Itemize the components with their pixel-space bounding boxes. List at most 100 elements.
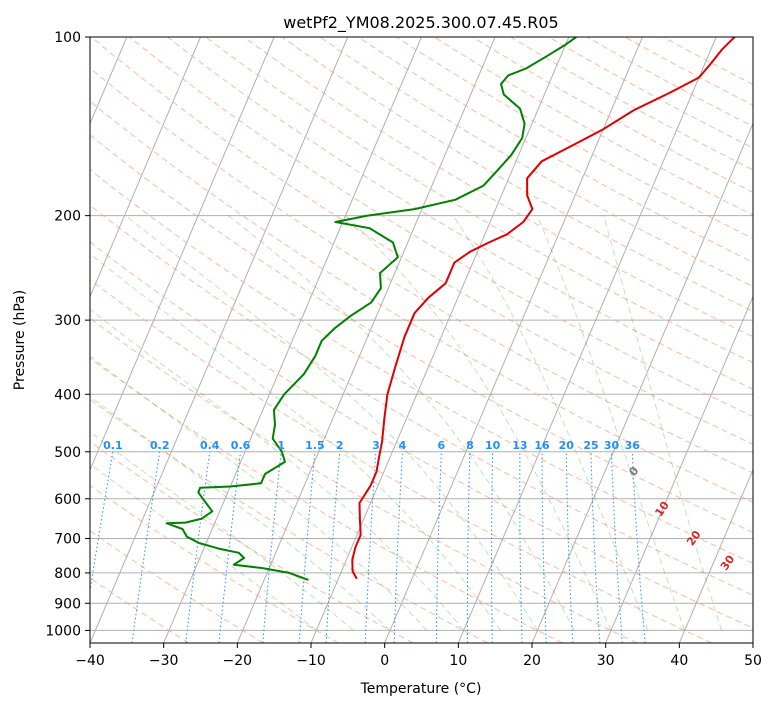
- mixing-ratio-line: [298, 451, 316, 643]
- mixing-ratio-label: 0.6: [231, 439, 251, 452]
- dry-adiabat: [90, 67, 753, 474]
- dewpoint-profile-line: [165, 37, 577, 581]
- plot-frame: [89, 36, 754, 644]
- mixing-ratio-line: [435, 451, 442, 643]
- mixing-ratio-line: [364, 451, 377, 643]
- moist-adiabat-label: 10: [652, 499, 672, 519]
- y-tick-label: 300: [54, 313, 81, 329]
- mixing-ratio-line: [565, 451, 574, 643]
- dry-adiabat: [662, 37, 753, 86]
- x-tick-label: −20: [223, 653, 253, 669]
- isotherm-gridline: [90, 37, 349, 643]
- mixing-ratio-label: 36: [625, 439, 641, 452]
- dry-adiabat: [90, 484, 339, 643]
- dry-adiabat: [510, 37, 753, 171]
- dry-adiabat: [548, 37, 753, 149]
- moist-adiabat: [90, 395, 391, 631]
- mixing-ratio-label: 1: [277, 439, 285, 452]
- y-axis-title: Pressure (hPa): [12, 290, 28, 390]
- mixing-ratio-label: 16: [534, 439, 550, 452]
- mixing-ratio-line: [90, 451, 114, 594]
- temperature-profile-line: [351, 37, 736, 580]
- dry-adiabat-label: -10: [14, 428, 38, 451]
- mixing-ratio-label: 20: [559, 439, 575, 452]
- isotherm-gridline: [90, 37, 275, 472]
- isotherm-gridline: [384, 37, 643, 643]
- moist-adiabat: [452, 215, 649, 631]
- mixing-ratio-label: 2: [336, 439, 344, 452]
- dry-adiabat: [90, 398, 488, 643]
- x-tick-label: 30: [597, 653, 615, 669]
- moist-adiabat: [536, 215, 686, 631]
- plot-area: [90, 37, 753, 643]
- mixing-ratio-label: 3: [372, 439, 380, 452]
- mixing-ratio-line: [262, 451, 282, 643]
- mixing-ratio-label: 6: [438, 439, 446, 452]
- moist-adiabat: [345, 215, 612, 631]
- x-tick-label: 0: [380, 653, 389, 669]
- dry-adiabat: [90, 241, 753, 629]
- mixing-ratio-label: 4: [399, 439, 407, 452]
- mixing-ratio-line: [611, 451, 623, 643]
- isotherm-gridline: [752, 641, 753, 643]
- dry-adiabat: [243, 37, 753, 338]
- mixing-ratio-label: 1.5: [305, 439, 325, 452]
- moist-adiabat-label: 40: [751, 578, 771, 598]
- y-tick-label: 600: [54, 492, 81, 508]
- x-axis-title: Temperature (°C): [360, 681, 482, 697]
- moist-adiabat: [228, 215, 575, 631]
- moist-adiabat: [603, 215, 722, 631]
- moist-adiabat: [90, 431, 354, 631]
- dry-adiabat: [90, 100, 753, 503]
- dry-adiabat: [90, 577, 190, 643]
- mixing-ratio-label: 0.1: [103, 439, 123, 452]
- dry-adiabat: [129, 37, 753, 418]
- dry-adiabat: [586, 37, 753, 127]
- moist-adiabat: [125, 215, 538, 631]
- y-axis: 100 200 300 400 500 600 700 800 900 1000: [45, 30, 90, 639]
- moist-adiabat-label: 20: [684, 528, 704, 548]
- mixing-ratio-label: 30: [604, 439, 620, 452]
- y-tick-label: 500: [54, 445, 81, 461]
- dry-adiabat: [90, 134, 753, 533]
- isotherm-gridline: [90, 37, 201, 298]
- moist-adiabat: [90, 253, 501, 631]
- dry-adiabat: [90, 440, 414, 643]
- x-tick-label: 50: [744, 653, 762, 669]
- isotherm-gridline: [531, 122, 753, 643]
- plot-labels: 0.10.20.40.611.52346810131620253036-100-…: [14, 428, 771, 598]
- x-tick-label: −40: [75, 653, 105, 669]
- mixing-ratio-line: [185, 451, 211, 643]
- dry-adiabat: [281, 37, 753, 312]
- x-tick-label: 40: [670, 653, 688, 669]
- y-tick-label: 1000: [45, 623, 81, 639]
- isotherm-gridline: [236, 37, 496, 643]
- mixing-ratio-label: 0.2: [150, 439, 170, 452]
- x-tick-label: 20: [523, 653, 541, 669]
- mixing-ratio-label: 25: [583, 439, 598, 452]
- chart-title: wetPf2_YM08.2025.300.07.45.R05: [283, 13, 558, 33]
- x-tick-label: −30: [149, 653, 179, 669]
- x-axis: −40 −30 −20 −10 0 10 20 30 40 50: [75, 643, 762, 669]
- dry-adiabat: [90, 530, 264, 643]
- y-tick-label: 200: [54, 209, 81, 225]
- moist-adiabat-label: 30: [718, 553, 738, 573]
- mixing-ratio-label: 13: [512, 439, 527, 452]
- dry-adiabat: [90, 169, 753, 564]
- y-tick-label: 100: [54, 30, 81, 46]
- y-tick-label: 400: [54, 387, 81, 403]
- mixing-ratio-line: [218, 451, 241, 643]
- isotherm-gridline: [678, 468, 753, 643]
- mixing-ratio-label: 10: [485, 439, 501, 452]
- dry-adiabat: [357, 37, 753, 263]
- dry-adiabat: [167, 37, 753, 390]
- y-tick-label: 900: [54, 596, 81, 612]
- isotherm-gridline: [605, 295, 753, 643]
- dry-adiabat: [90, 37, 753, 445]
- mixing-ratio-label: 0.4: [200, 439, 220, 452]
- dry-adiabat: [90, 204, 753, 596]
- mixing-ratio-line: [590, 451, 601, 643]
- mixing-ratio-line: [466, 451, 471, 643]
- dry-adiabat: [205, 37, 753, 364]
